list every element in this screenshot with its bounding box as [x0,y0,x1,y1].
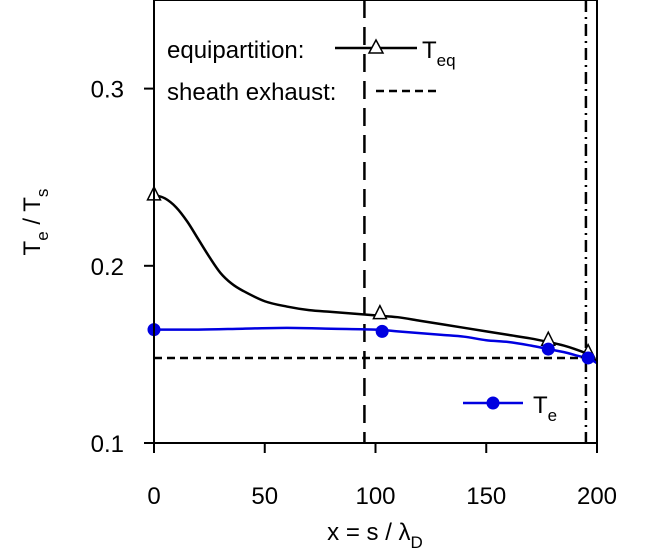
series-layer [154,193,597,365]
legend-teq-marker [367,38,385,54]
x-tick-label: 200 [577,483,617,510]
x-tick-label: 0 [147,483,160,510]
y-tick-label: 0.1 [91,431,124,458]
legend-te-symbol: Te [533,392,557,425]
plot-frame [153,0,598,444]
y-tick-label: 0.2 [91,254,124,281]
tick-layer: 0 50 100 150 200 0.1 0.2 0.3 [91,77,617,510]
marker-t-e [581,351,595,365]
legend: equipartition: Teq sheath exhaust: Te [167,37,557,425]
x-tick-label: 150 [466,483,506,510]
series-line-t-e [154,326,597,365]
x-axis-label: x = s / λD [327,519,423,552]
marker-t-eq [372,303,388,320]
y-tick-label: 0.3 [91,77,124,104]
series-line-t-eq [154,193,597,363]
y-axis-label: Te / Ts [19,189,52,256]
legend-teq-symbol: Teq [422,37,456,70]
x-tick-label: 100 [355,483,395,510]
legend-sheath-label: sheath exhaust: [167,79,336,106]
marker-t-e [375,324,389,338]
reference-lines [154,0,597,443]
legend-equipartition-label: equipartition: [167,37,304,64]
x-tick-label: 50 [251,483,278,510]
marker-t-e [541,342,555,356]
legend-te-marker [486,396,500,410]
